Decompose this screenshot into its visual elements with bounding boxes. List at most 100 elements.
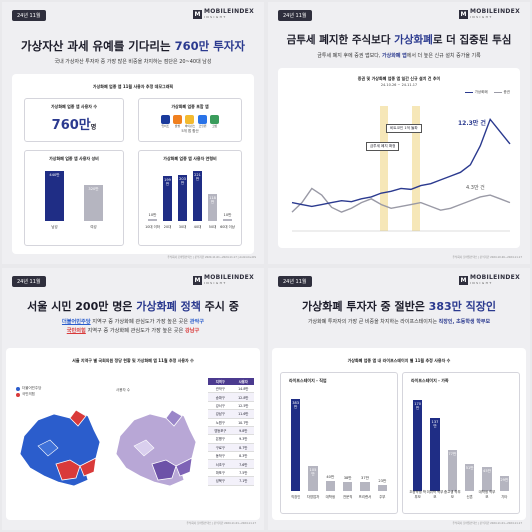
subtitle: 가상화폐 투자자의 가장 큰 비중을 차지하는 라이프스테이지는 직장인, 초등… xyxy=(307,319,491,325)
chart-bar: 10만 xyxy=(222,213,233,221)
party-legend: 더불어민주당 국민의힘 xyxy=(16,386,41,397)
logo: M MOBILEINDEX INSIGHT xyxy=(192,9,254,19)
table-row: 노원구 10.7만 xyxy=(208,418,254,427)
table-row: 은평구 9.3만 xyxy=(208,434,254,444)
panel-lifestage: 24년 11월 M MOBILEINDEX INSIGHT 가상화폐 투자자 중 … xyxy=(268,268,530,530)
table-row: 구로구 8.7만 xyxy=(208,443,254,453)
gender-label: 가상화폐 업종 앱 사용자 성비 xyxy=(49,156,99,161)
map-card: 서울 지역구 별 국회의원 정당 현황 및 가상화폐 앱 11월 추정 사용자 … xyxy=(6,348,260,520)
logo-icon: M xyxy=(192,275,202,285)
logo-icon: M xyxy=(192,9,202,19)
table-row: 송파구 12.8만 xyxy=(208,392,254,402)
date-tag: 24년 11월 xyxy=(278,10,312,21)
gender-box: 가상화폐 업종 앱 사용자 성비 440만 남성 320만 여성 xyxy=(24,150,124,246)
bar-label: 대학생 학부모 xyxy=(478,490,496,499)
chart-bar: 38만 xyxy=(342,476,353,491)
table-cell: 구로구 xyxy=(208,443,233,453)
table-cell: 8.7만 xyxy=(232,443,254,453)
bar-label: 30대 xyxy=(178,225,187,229)
table-cell: 강서구 xyxy=(208,401,233,411)
highlight-band-1 xyxy=(380,106,388,231)
bar-value: 383만 xyxy=(292,401,300,410)
app-icon xyxy=(172,115,182,124)
chart-bar: 440만 xyxy=(44,171,65,221)
legend-democratic: 더불어민주당 xyxy=(22,386,42,390)
legend-stock: 증권 xyxy=(493,90,510,95)
users-value: 760만 xyxy=(51,118,91,133)
table-cell: 동작구 xyxy=(208,451,233,461)
chart-legend: 가상화폐 증권 xyxy=(464,90,510,95)
annotation-tax: 금투세 폐지 확정 xyxy=(366,142,400,151)
bar-label: 전문직 xyxy=(342,495,353,499)
card-title: 가상화폐 업종 앱 11월 사용자 추정 데모그래픽 xyxy=(92,84,174,89)
footnote: 주식회사 모바일인덱스 | 분석기간 2024.11.01~2024.11.17 xyxy=(186,522,256,525)
apps-label: 가상화폐 업종 포함 앱 xyxy=(171,104,209,109)
job-chart: 383만 직장인 105만 자영업자 40만 대학생 38만 전문직 37만 프리랜서 23만 주부 xyxy=(287,395,391,501)
table-cell: 12.5만 xyxy=(232,401,254,411)
annotation-stock-peak: 4.3만 건 xyxy=(466,185,485,191)
family-title: 라이프스테이지 - 가족 xyxy=(411,378,449,383)
bar-value: 29만 xyxy=(500,477,509,482)
logo-sub: INSIGHT xyxy=(203,15,227,19)
logo-icon: M xyxy=(458,9,468,19)
table-row: 관악구 14.8만 xyxy=(208,385,254,394)
bar-label: 20대 xyxy=(163,225,172,229)
app-icon xyxy=(210,115,220,124)
app-label: 코인원 xyxy=(198,124,207,128)
subtitle: 국내 가상자산 투자자 중 가장 많은 비중을 차지하는 점단은 20~40대 … xyxy=(54,59,212,65)
app-icon xyxy=(185,115,195,124)
bar-value: 45만 xyxy=(483,469,491,473)
table-cell: 10.7만 xyxy=(232,418,254,427)
card-title: 가상화폐 업종 앱 내 라이프스테이지 별 11월 추정 사용자 수 xyxy=(347,358,451,363)
bar-label: 기타 xyxy=(501,495,508,499)
table-cell: 8.3만 xyxy=(232,451,254,461)
table-cell: 성북구 xyxy=(208,476,233,486)
gender-chart: 440만 남성 320만 여성 xyxy=(35,169,113,231)
legend-ppp: 국민의힘 xyxy=(22,392,35,396)
app-item: 코인원 xyxy=(198,115,208,128)
footnote: 주식회사 모바일인덱스 | 분석기간 2024.11.01~2024.11.17… xyxy=(167,256,256,259)
panel-install-trend: 24년 11월 M MOBILEINDEX INSIGHT 금투세 폐지한 주식보… xyxy=(268,2,530,264)
chart-bar: 199만 xyxy=(162,176,173,221)
bar-value: 199만 xyxy=(164,178,171,187)
table-cell: 관악구 xyxy=(208,385,233,394)
table-cell: 12.8만 xyxy=(232,392,254,402)
chart-bar: 45만 xyxy=(482,467,492,491)
date-tag: 24년 11월 xyxy=(12,10,46,21)
table-cell: 마포구 xyxy=(208,468,233,478)
table-header-cell: 사용자 xyxy=(232,378,254,385)
app-item: 바이낸스 xyxy=(185,115,195,128)
bar-value: 10만 xyxy=(148,212,157,217)
table-row: 서초구 7.6만 xyxy=(208,459,254,469)
bar-label: 50대 xyxy=(208,225,217,229)
users-box: 가상화폐 업종 앱 사용자 수 760만명 xyxy=(24,98,124,142)
footnote: 주식회사 모바일인덱스 | 분석기간 2024.10.26~2024.11.17 xyxy=(452,256,522,259)
bar-label: 40대 xyxy=(193,225,202,229)
district-table-grid: 지역구 사용자 관악구 14.8만 송파구 12.8만 강서구 12.5만 강남구 11.6만 노원… xyxy=(208,378,254,486)
table-row: 마포구 7.5만 xyxy=(208,468,254,478)
logo-text: MOBILEINDEX xyxy=(203,274,254,281)
chart-bar: 23만 xyxy=(377,479,388,491)
table-row: 강남구 11.6만 xyxy=(208,409,254,419)
bar-label: 미취학 학부모 xyxy=(426,490,444,499)
card-title: 서울 지역구 별 국회의원 정당 현황 및 가상화폐 앱 11월 추정 사용자 … xyxy=(72,358,194,363)
bar-value: 105만 xyxy=(309,467,317,476)
party-map xyxy=(19,409,101,487)
table-cell: 영등포구 xyxy=(208,426,233,436)
bar-label: 60대 이상 xyxy=(220,225,235,229)
trend-card: 증권 및 가상화폐 업종 앱 일간 신규 설치 건 추이 24.10.26 ~ … xyxy=(278,68,520,248)
bar-label: 중고생 학부모 xyxy=(443,490,461,499)
page-title: 가상자산 과세 유예를 기다리는 760만 투자자 xyxy=(21,39,245,53)
date-tag: 24년 11월 xyxy=(12,276,46,287)
table-row: 동작구 8.3만 xyxy=(208,451,254,461)
table-cell: 강남구 xyxy=(208,409,233,419)
chart-bar: 51만 xyxy=(464,463,475,491)
app-label: 업비트 xyxy=(161,124,170,128)
app-icon xyxy=(198,115,208,124)
table-cell: 서초구 xyxy=(208,459,233,469)
app-label: 코빗 xyxy=(212,124,218,128)
bar-value: 221만 xyxy=(194,173,201,182)
logo: M MOBILEINDEX INSIGHT xyxy=(458,9,520,19)
table-row: 성북구 7.1만 xyxy=(208,476,254,486)
chart-bar: 118만 xyxy=(207,194,218,221)
